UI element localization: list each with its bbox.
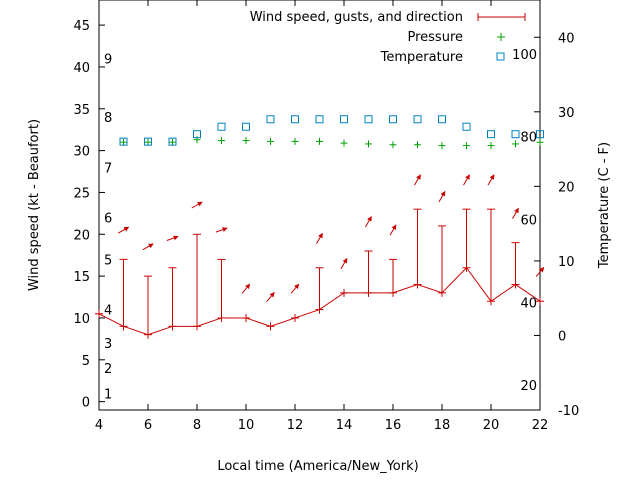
y-left-tick-label: 25 xyxy=(73,186,90,201)
y-left-tick-label: 40 xyxy=(73,61,90,76)
temperature-point xyxy=(119,137,128,146)
beaufort-tick-label: 6 xyxy=(104,212,112,227)
fahrenheit-tick-label: 100 xyxy=(512,48,537,63)
x-tick-label: 8 xyxy=(193,418,201,433)
temperature-point xyxy=(364,115,373,124)
beaufort-tick-label: 4 xyxy=(104,304,112,319)
y-axis-right-label: Temperature (C - F) xyxy=(597,142,612,269)
x-axis-label: Local time (America/New_York) xyxy=(217,459,418,474)
temperature-point xyxy=(168,137,177,146)
plot-frame xyxy=(98,0,541,411)
wind-direction-arrow xyxy=(166,235,179,241)
y-right-tick-label: 0 xyxy=(558,329,566,344)
temperature-point xyxy=(536,130,544,139)
legend-wind-label: Wind speed, gusts, and direction xyxy=(250,10,463,25)
temperature-point xyxy=(487,130,495,139)
legend-temperature-label: Temperature xyxy=(380,50,463,65)
x-tick-label: 20 xyxy=(483,418,500,433)
temperature-point xyxy=(438,115,446,124)
y-left-tick-label: 5 xyxy=(82,354,90,369)
beaufort-tick-label: 9 xyxy=(104,53,112,68)
wind-direction-arrow xyxy=(142,243,154,251)
beaufort-tick-label: 5 xyxy=(104,253,112,268)
wind-direction-arrow xyxy=(389,224,397,236)
beaufort-scale: 1 2 3 4 5 6 7 8 9 xyxy=(104,53,112,403)
y-left-tick-label: 10 xyxy=(73,312,90,327)
fahrenheit-tick-label: 60 xyxy=(520,213,537,228)
temperature-point xyxy=(266,115,275,124)
wind-direction-arrow xyxy=(512,207,519,219)
temperature-point xyxy=(340,115,348,124)
wind-direction-arrow xyxy=(316,232,323,244)
beaufort-tick-label: 7 xyxy=(104,161,112,176)
wind-direction-arrow xyxy=(266,292,275,302)
temperature-point xyxy=(144,137,152,146)
wind-direction-arrow xyxy=(463,174,470,186)
y-right-tick-label: 20 xyxy=(558,180,575,195)
x-tick-label: 12 xyxy=(287,418,304,433)
wind-direction-arrow xyxy=(290,283,300,294)
x-tick-label: 16 xyxy=(385,418,402,433)
temperature-point xyxy=(389,115,397,124)
temperature-point xyxy=(242,122,250,131)
y-left-tick-label: 30 xyxy=(73,145,90,160)
x-tick-label: 6 xyxy=(144,418,152,433)
wind-direction-arrow xyxy=(241,283,251,294)
legend-temperature-marker xyxy=(496,52,505,61)
y-left-tick-label: 35 xyxy=(73,103,90,118)
fahrenheit-scale: 20 40 60 80 100 xyxy=(512,48,537,394)
y-right-tick-label: 10 xyxy=(558,255,575,270)
temperature-point xyxy=(462,122,471,131)
wind-direction-arrow xyxy=(365,216,372,228)
wind-direction-arrow xyxy=(191,201,203,209)
temperature-point xyxy=(291,115,299,124)
fahrenheit-tick-label: 20 xyxy=(520,379,537,394)
temperature-point xyxy=(413,115,422,124)
y-left-tick-label: 45 xyxy=(73,19,90,34)
beaufort-tick-label: 3 xyxy=(104,337,112,352)
y-axis-left-label: Wind speed (kt - Beaufort) xyxy=(27,119,42,291)
x-tick-label: 4 xyxy=(95,418,103,433)
pressure-series xyxy=(120,136,544,150)
fahrenheit-tick-label: 80 xyxy=(520,131,537,146)
wind-direction-arrow xyxy=(340,257,348,270)
x-tick-label: 18 xyxy=(434,418,451,433)
wind-direction-arrow xyxy=(487,174,495,186)
temperature-point xyxy=(193,130,201,139)
wind-direction-arrow xyxy=(118,226,130,234)
temperature-point xyxy=(217,122,226,131)
x-tick-label: 14 xyxy=(336,418,353,433)
x-axis: 4 6 8 10 12 14 16 18 20 22 xyxy=(95,0,548,433)
y-axis-left: 0 5 10 15 20 25 30 35 40 45 xyxy=(73,19,105,411)
temperature-point xyxy=(511,130,520,139)
beaufort-tick-label: 2 xyxy=(104,362,112,377)
x-tick-label: 10 xyxy=(238,418,255,433)
y-left-tick-label: 15 xyxy=(73,270,90,285)
legend-pressure-marker xyxy=(497,33,505,41)
y-right-tick-label: 40 xyxy=(558,31,575,46)
temperature-series xyxy=(119,115,544,146)
wind-direction-arrow xyxy=(535,266,545,277)
beaufort-tick-label: 1 xyxy=(104,387,112,402)
y-left-tick-label: 20 xyxy=(73,228,90,243)
wind-series xyxy=(95,174,545,339)
legend: Wind speed, gusts, and direction Pressur… xyxy=(250,10,526,65)
beaufort-tick-label: 8 xyxy=(104,111,112,126)
x-tick-label: 22 xyxy=(532,418,549,433)
y-axis-right: -10 0 10 20 30 40 xyxy=(534,31,579,419)
wind-direction-arrow xyxy=(438,191,446,203)
fahrenheit-tick-label: 40 xyxy=(520,296,537,311)
wind-direction-arrow xyxy=(414,174,421,186)
y-right-tick-label: 30 xyxy=(558,106,575,121)
y-left-tick-label: 0 xyxy=(82,396,90,411)
temperature-point xyxy=(315,115,324,124)
wind-direction-arrow xyxy=(215,227,228,233)
legend-pressure-label: Pressure xyxy=(407,30,463,45)
y-right-tick-label: -10 xyxy=(558,404,579,419)
